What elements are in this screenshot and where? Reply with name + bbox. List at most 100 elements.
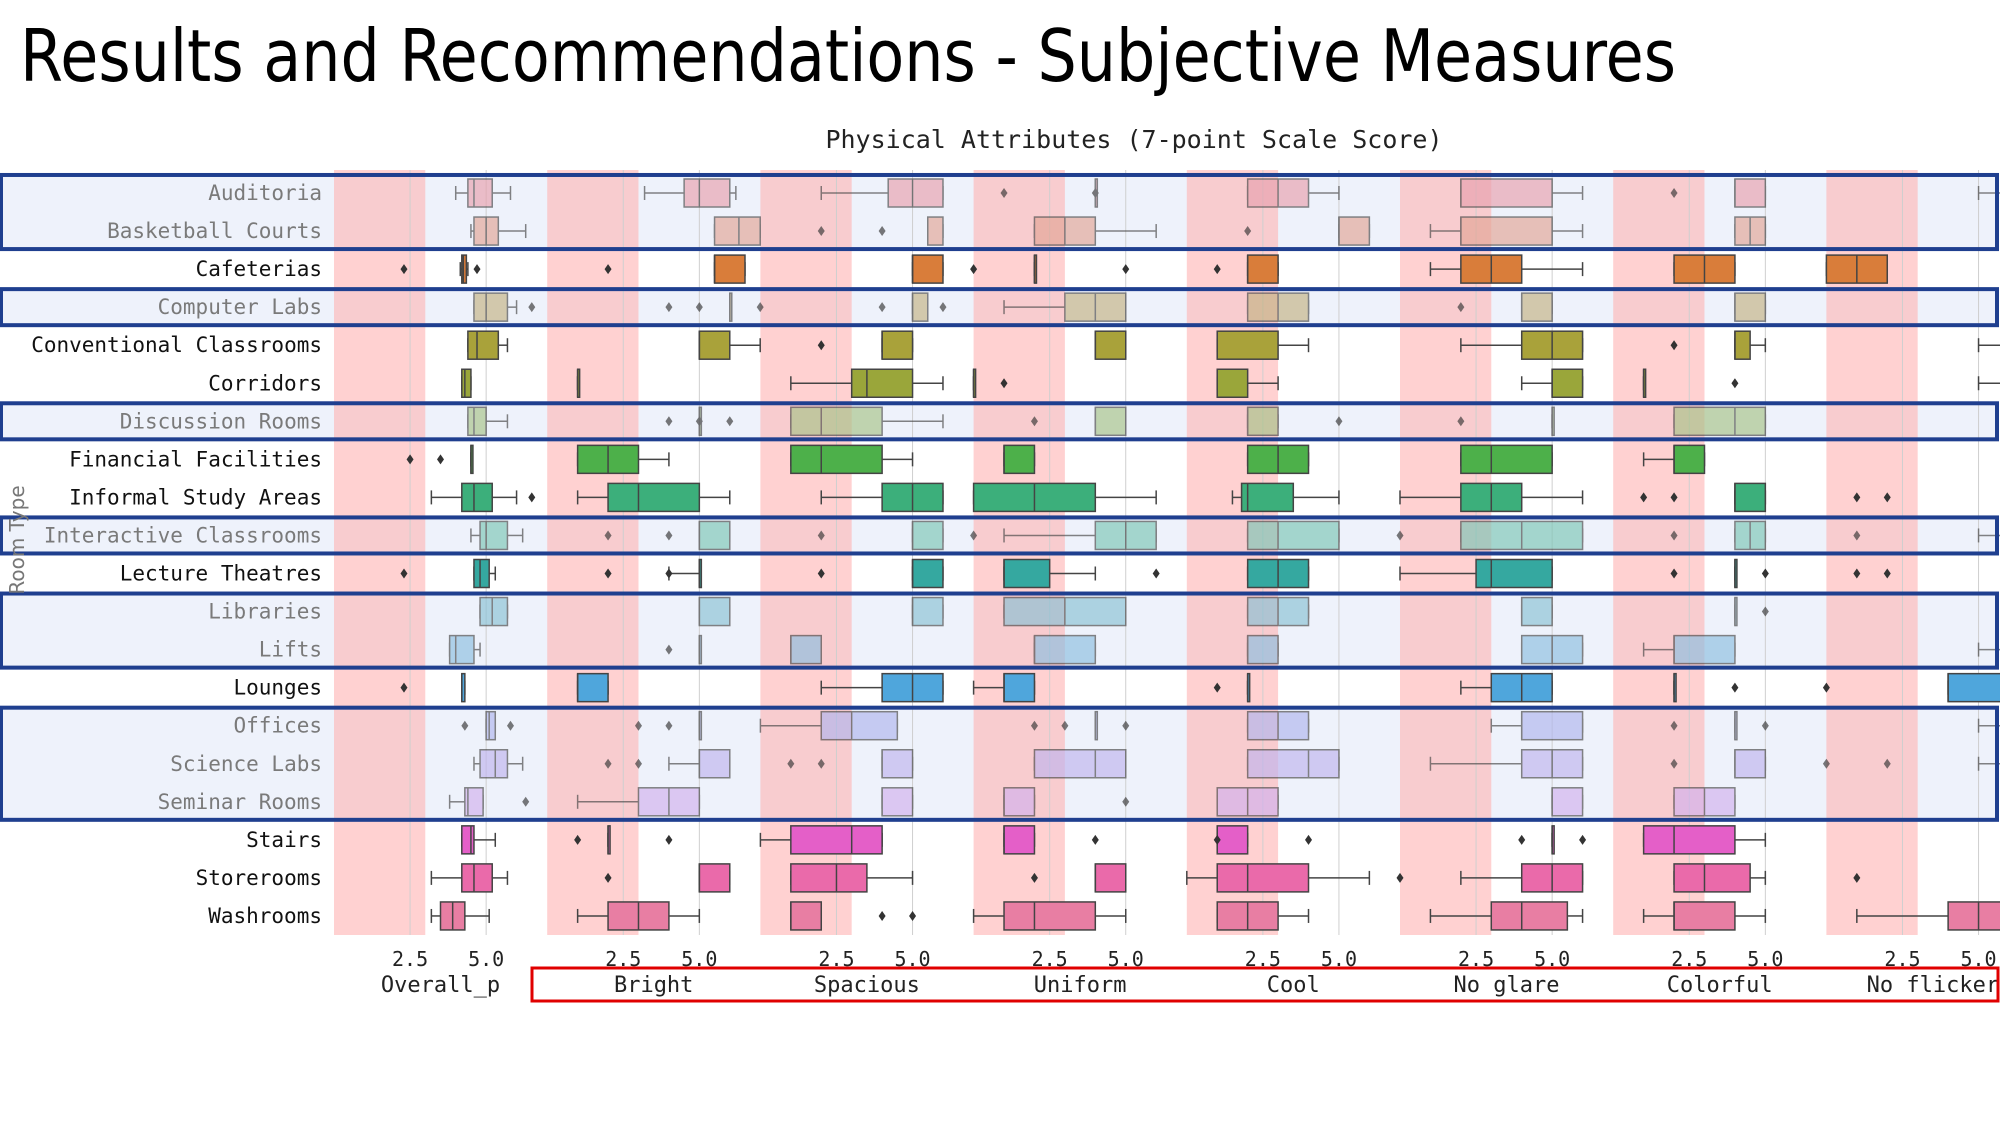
outlier-point [1883, 568, 1891, 579]
box-iqr [1673, 406, 1767, 437]
outlier-point [817, 226, 825, 237]
box-iqr [911, 596, 944, 627]
box-iqr [1003, 672, 1036, 703]
highlight-group-outline [0, 401, 1999, 442]
box-iqr [881, 749, 914, 779]
box-iqr [1216, 863, 1310, 893]
box-iqr [1246, 254, 1279, 284]
box-iqr [479, 520, 509, 551]
box-corridors [1977, 376, 2000, 391]
outlier-point [1091, 834, 1099, 845]
box-offices [1246, 710, 1310, 741]
box-financial-facilities [406, 444, 474, 475]
box-iqr [790, 406, 883, 437]
box-lecture-theatres [604, 558, 703, 589]
box-cafeterias [911, 254, 944, 284]
panel-label: Uniform [1034, 973, 1127, 998]
box-conventional-classrooms [1670, 330, 1767, 360]
outlier-point [1579, 834, 1587, 845]
box-iqr [887, 178, 944, 208]
box-lecture-theatres [1399, 558, 1553, 589]
box-computer-labs [878, 292, 947, 322]
box-iqr [1216, 825, 1249, 855]
outlier-point [400, 568, 408, 579]
box-iqr [1094, 863, 1127, 893]
box-financial-facilities [1460, 444, 1553, 475]
category-label: Lifts [259, 638, 322, 662]
box-iqr [479, 749, 509, 779]
box-informal-study-areas [1399, 482, 1584, 513]
category-label: Computer Labs [158, 295, 322, 319]
panel-label: Colorful [1667, 973, 1773, 998]
box-science-labs [473, 749, 524, 779]
outlier-point [522, 796, 530, 807]
box-lecture-theatres [1003, 558, 1160, 589]
outlier-point [1670, 340, 1678, 351]
box-iqr [1216, 330, 1279, 360]
box-lounges [972, 672, 1036, 703]
box-iqr [1673, 863, 1751, 893]
box-washrooms [430, 901, 490, 931]
panel-label: Overall_p [381, 973, 500, 998]
box-libraries [1734, 596, 1769, 627]
category-label: Lounges [233, 676, 322, 700]
box-conventional-classrooms [817, 330, 914, 360]
box-cafeterias [1429, 254, 1584, 284]
box-iqr [683, 178, 731, 208]
box-lifts [665, 634, 703, 665]
outlier-point [817, 340, 825, 351]
panel-label: No flicker [1867, 973, 1999, 998]
box-cafeterias [1825, 254, 1889, 284]
box-conventional-classrooms [1094, 330, 1127, 360]
box-iqr [607, 482, 701, 513]
box-computer-labs [1003, 292, 1127, 322]
box-iqr [881, 330, 914, 360]
box-iqr [1460, 216, 1553, 246]
outlier-point [695, 416, 703, 427]
category-label: Stairs [246, 828, 322, 852]
y-axis-label: Room Type [5, 485, 29, 594]
box-iqr [461, 482, 493, 513]
outlier-point [909, 910, 917, 921]
outlier-point [1822, 758, 1830, 769]
box-offices [1977, 718, 2000, 733]
box-science-labs [604, 749, 731, 779]
box-iqr [698, 520, 731, 551]
box-interactive-classrooms [1853, 528, 2000, 543]
outlier-point [1335, 416, 1343, 427]
box-iqr [911, 254, 944, 284]
category-label: Offices [233, 714, 322, 738]
box-science-labs [1246, 749, 1340, 779]
box-offices [1030, 710, 1130, 741]
box-iqr [698, 749, 731, 779]
outlier-point [970, 530, 978, 541]
category-label: Libraries [208, 600, 322, 624]
box-iqr [790, 901, 823, 931]
box-informal-study-areas [1853, 492, 1891, 503]
box-lecture-theatres [817, 558, 944, 589]
box-cafeterias [1673, 254, 1736, 284]
box-seminar-rooms [1673, 787, 1736, 817]
outlier-point [1122, 720, 1130, 731]
outlier-point [1000, 188, 1008, 198]
box-lecture-theatres [1853, 568, 1891, 579]
outlier-point [604, 530, 612, 541]
box-seminar-rooms [1216, 787, 1279, 817]
outlier-point [400, 682, 408, 693]
outlier-point [1853, 872, 1861, 883]
category-label: Auditoria [208, 181, 322, 205]
outlier-point [1670, 568, 1678, 579]
box-iqr [790, 444, 883, 475]
outlier-point [1030, 720, 1038, 731]
box-iqr [473, 558, 490, 589]
box-iqr [1246, 634, 1279, 665]
box-libraries [1003, 596, 1127, 627]
box-iqr [1734, 330, 1751, 360]
category-label: Science Labs [170, 752, 322, 776]
box-iqr [1003, 558, 1051, 589]
box-conventional-classrooms [698, 330, 761, 360]
outlier-point [1883, 758, 1891, 769]
box-iqr [1246, 520, 1340, 551]
box-stairs [461, 825, 497, 855]
box-iqr [1094, 406, 1127, 437]
